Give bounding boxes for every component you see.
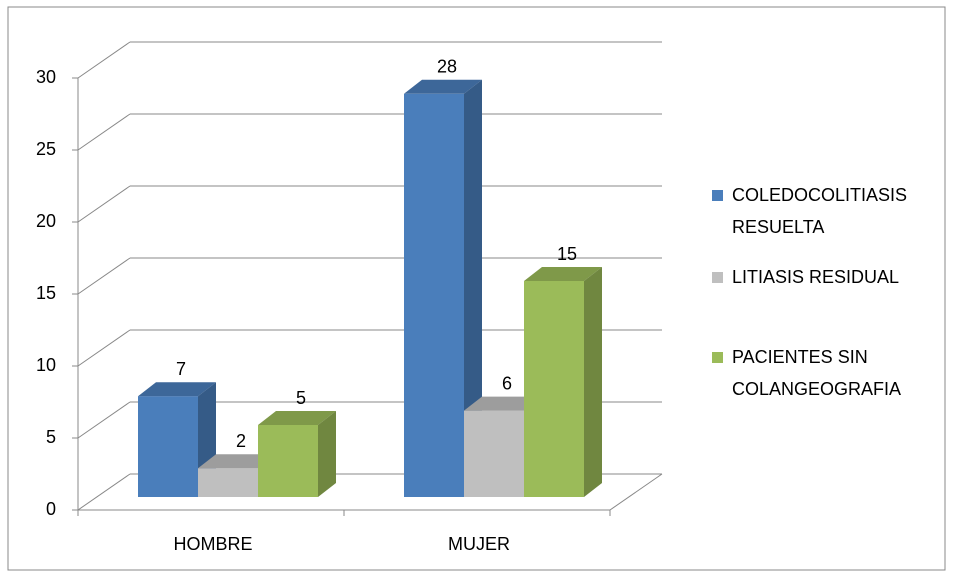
bar-top [258, 411, 336, 425]
y-tick-label: 20 [36, 211, 56, 231]
bar-top [138, 382, 216, 397]
bar-front [198, 468, 258, 497]
legend-swatch [712, 272, 723, 283]
bar-top [198, 454, 276, 469]
y-tick-label: 10 [36, 355, 56, 375]
bar-top [524, 267, 602, 281]
bar-front [464, 410, 524, 497]
floor-edge [609, 473, 663, 511]
bar-top [404, 79, 482, 94]
bar-front [404, 93, 464, 498]
legend-label: LITIASIS RESIDUAL [732, 267, 900, 287]
legend-swatch [712, 190, 723, 201]
bar [258, 411, 336, 497]
grid-line-wall [77, 401, 131, 439]
y-tick-label: 30 [36, 67, 56, 87]
x-tick-label: HOMBRE [173, 534, 252, 554]
bar-side [584, 267, 602, 497]
grid-line-wall [77, 257, 131, 295]
bar-side [318, 411, 336, 497]
x-tick-label: MUJER [448, 534, 510, 554]
y-tick-label: 25 [36, 139, 56, 159]
bar-front [138, 396, 198, 497]
bar [404, 79, 482, 498]
bar-side [464, 79, 482, 498]
grid-line-wall [77, 329, 131, 367]
grid-line-wall [77, 473, 131, 511]
bar-front [524, 281, 584, 497]
data-label: 28 [437, 57, 457, 77]
chart-border [7, 6, 946, 571]
y-tick-label: 15 [36, 283, 56, 303]
bar-front [258, 425, 318, 497]
legend-swatch [712, 352, 723, 363]
grid-line-wall [77, 185, 131, 223]
data-label: 15 [557, 244, 577, 264]
legend-label: PACIENTES SIN COLANGEOGRAFIA [732, 347, 902, 399]
data-label: 5 [296, 388, 306, 408]
data-label: 2 [236, 431, 246, 451]
grid-line-wall [77, 41, 131, 79]
y-tick-label: 5 [46, 427, 56, 447]
y-tick-label: 0 [46, 499, 56, 519]
data-label: 6 [502, 373, 512, 393]
legend-label: COLEDOCOLITIASIS RESUELTA [732, 185, 908, 237]
bar [524, 267, 602, 497]
data-label: 7 [176, 359, 186, 379]
bar-top [464, 396, 542, 411]
grid-line-wall [77, 113, 131, 151]
